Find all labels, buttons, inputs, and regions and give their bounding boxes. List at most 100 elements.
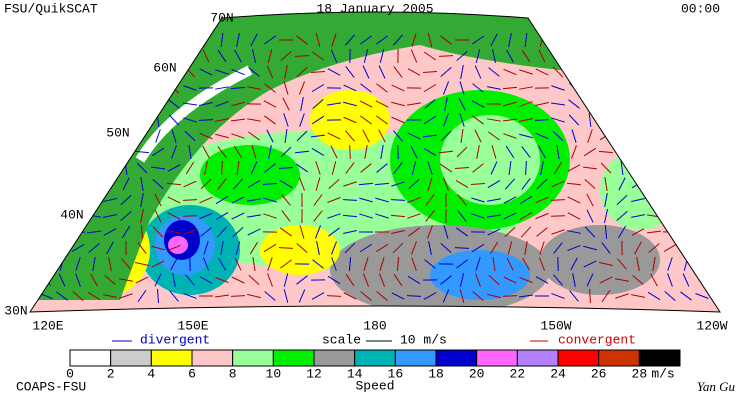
wind-arrow [583, 39, 597, 42]
wind-arrow [138, 114, 145, 126]
wind-arrow [398, 145, 399, 159]
colorbar-swatch [273, 350, 314, 366]
lat-label: 30N [4, 303, 27, 318]
colorbar-swatch [151, 350, 192, 366]
wind-arrow [635, 34, 641, 47]
wind-arrow [56, 116, 68, 124]
colorbar-tick-label: 4 [147, 366, 155, 381]
wind-arrow [136, 69, 148, 76]
wind-arrow [56, 101, 69, 107]
lat-label: 60N [153, 60, 176, 75]
lon-label: 150W [540, 318, 571, 333]
wind-arrow [26, 179, 35, 190]
wind-arrow [157, 81, 158, 95]
wind-arrow [72, 36, 84, 44]
wind-arrow [665, 84, 676, 93]
wind-arrow [56, 244, 67, 252]
wind-arrow [602, 82, 610, 94]
wind-arrow [108, 145, 112, 158]
wind-arrow [615, 86, 628, 91]
wind-arrow [698, 34, 706, 45]
wind-arrow [151, 39, 165, 42]
wind-arrow [41, 67, 51, 77]
wind-arrow [137, 35, 146, 46]
wind-arrow [695, 86, 708, 91]
wind-arrow [717, 241, 720, 255]
wind-arrow [680, 84, 691, 92]
wind-arrow [119, 86, 132, 91]
wind-arrow [685, 49, 688, 63]
wind-arrow [664, 36, 676, 44]
wind-arrow [26, 50, 33, 62]
wind-arrow [39, 200, 53, 201]
wind-arrow [650, 130, 658, 141]
wind-arrow [138, 82, 146, 94]
wind-arrow [75, 66, 81, 79]
wind-arrow [27, 258, 34, 270]
wind-arrow [587, 66, 592, 79]
wind-arrow [632, 132, 644, 140]
wind-arrow [103, 119, 117, 121]
wind-arrow [668, 49, 672, 63]
wind-arrow [649, 35, 659, 45]
wind-arrow [631, 87, 645, 89]
date: 18 January 2005 [316, 1, 433, 16]
wind-arrow [635, 162, 640, 175]
wind-arrow [26, 146, 34, 157]
wind-arrow [697, 67, 707, 77]
org: COAPS-FSU [16, 379, 86, 394]
colorbar-swatch [436, 350, 477, 366]
wind-arrow [695, 230, 708, 234]
wind-arrow [55, 183, 69, 185]
wind-arrow [648, 84, 660, 91]
wind-arrow [87, 102, 100, 107]
lat-label: 50N [106, 125, 129, 140]
colorbar-tick-label: 28 [632, 366, 648, 381]
wind-arrow [42, 162, 49, 174]
wind-arrow [698, 162, 705, 174]
wind-arrow [649, 163, 659, 173]
wind-arrow [120, 100, 132, 107]
wind-arrow [23, 119, 37, 121]
lon-label: 180 [363, 318, 386, 333]
wind-arrow [600, 69, 612, 76]
colorbar-swatch [233, 350, 274, 366]
colorbar-label: Speed [355, 378, 394, 393]
wind-arrow [156, 97, 160, 110]
wind-arrow [23, 102, 36, 106]
wind-arrow [701, 49, 702, 63]
wind-arrow [711, 87, 725, 89]
colorbar-swatch [477, 350, 518, 366]
wind-arrow [698, 243, 707, 254]
wind-arrow [72, 116, 83, 124]
wind-arrow [23, 134, 36, 138]
wind-arrow [57, 36, 68, 45]
colorbar-tick-label: 12 [306, 366, 322, 381]
colorbar-swatch [192, 350, 233, 366]
scale-label: scale [322, 332, 361, 347]
wind-arrow [636, 145, 640, 158]
wind-arrow [647, 199, 661, 201]
wind-arrow [45, 145, 47, 159]
wind-arrow [23, 70, 36, 75]
wind-arrow [24, 213, 36, 220]
wind-arrow [681, 36, 692, 45]
wind-arrow [697, 131, 707, 141]
wind-arrow [23, 295, 37, 296]
wind-arrow [715, 258, 722, 270]
wind-arrow [584, 53, 596, 60]
colorbar-swatch [639, 350, 680, 366]
wind-arrow [669, 145, 672, 159]
source: FSU/QuikSCAT [4, 1, 98, 16]
wind-arrow [41, 131, 51, 141]
wind-arrow [683, 66, 689, 78]
wind-arrow [56, 84, 67, 92]
wind-arrow [695, 103, 709, 105]
wind-arrow [135, 55, 149, 57]
wind-arrow [24, 277, 37, 282]
wind-arrow [93, 49, 94, 63]
wind-arrow [616, 100, 628, 107]
wind-arrow [72, 101, 84, 108]
wind-arrow [45, 49, 46, 63]
